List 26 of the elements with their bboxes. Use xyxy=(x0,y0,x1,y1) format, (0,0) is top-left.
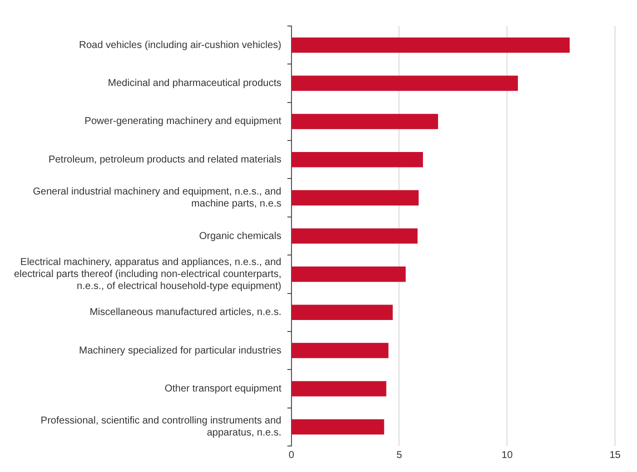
bar xyxy=(292,152,423,168)
bar xyxy=(292,266,406,282)
y-tick-label: Organic chemicals xyxy=(199,230,282,242)
y-tick-label: General industrial machinery and equipment, n.e.s., and machine parts, n.e.s xyxy=(32,186,282,210)
x-tick-label: 0 xyxy=(288,450,295,461)
y-tick-label: Road vehicles (including air-cushion vehicles) xyxy=(79,40,282,51)
y-tick-label: Miscellaneous manufactured articles, n.e.s. xyxy=(90,307,282,318)
y-tick-label: Machinery specialized for particular industries xyxy=(79,345,282,356)
bar xyxy=(292,228,418,244)
y-tick-label: Electrical machinery, apparatus and appliances, n.e.s., and electrical parts thereof (including non-electrical counterparts, n.e.s., of electrical household-type equipment) xyxy=(14,256,282,292)
bar xyxy=(292,381,386,396)
y-tick-label: Professional, scientific and controlling instruments and apparatus, n.e.s. xyxy=(40,416,282,439)
x-tick-label: 15 xyxy=(609,450,621,461)
bar xyxy=(292,304,393,320)
bar xyxy=(292,76,518,91)
bar xyxy=(292,342,388,358)
bar xyxy=(292,114,438,130)
bar xyxy=(292,419,384,435)
y-tick-label: Petroleum, petroleum products and related materials xyxy=(48,154,282,166)
y-tick-label: Power-generating machinery and equipment xyxy=(84,116,282,128)
y-tick-label: Medicinal and pharmaceutical products xyxy=(108,78,282,90)
bar xyxy=(292,37,570,53)
x-tick-label: 5 xyxy=(396,450,402,461)
x-tick-label: 10 xyxy=(502,450,514,461)
bar xyxy=(292,190,419,206)
y-tick-label: Other transport equipment xyxy=(164,383,282,394)
